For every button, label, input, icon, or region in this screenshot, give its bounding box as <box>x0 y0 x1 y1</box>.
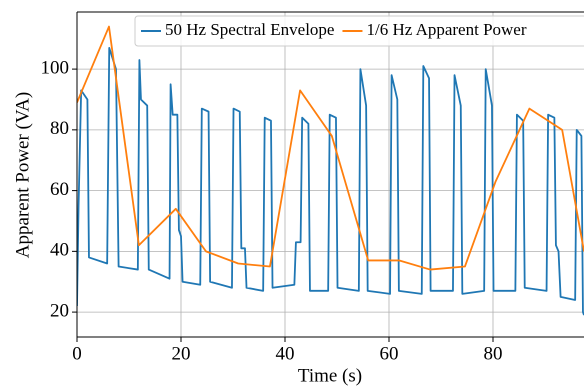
y-tick-label: 80 <box>50 118 69 139</box>
x-tick-label: 80 <box>484 343 503 364</box>
y-tick-label: 60 <box>50 179 69 200</box>
data-line <box>77 25 584 271</box>
x-axis-label: Time (s) <box>298 365 362 386</box>
x-tick-label: 0 <box>72 343 82 364</box>
y-tick-label: 40 <box>50 240 69 261</box>
x-tick-label: 60 <box>380 343 399 364</box>
x-tick-label: 20 <box>172 343 191 364</box>
legend-label: 1/6 Hz Apparent Power <box>366 20 526 39</box>
legend-label: 50 Hz Spectral Envelope <box>165 20 334 39</box>
y-tick-label: 100 <box>41 57 70 78</box>
data-line <box>77 46 584 316</box>
y-axis-label: Apparent Power (VA) <box>12 92 33 258</box>
axes-frame <box>76 12 584 338</box>
y-tick-label: 20 <box>50 300 69 321</box>
x-tick-label: 40 <box>276 343 295 364</box>
